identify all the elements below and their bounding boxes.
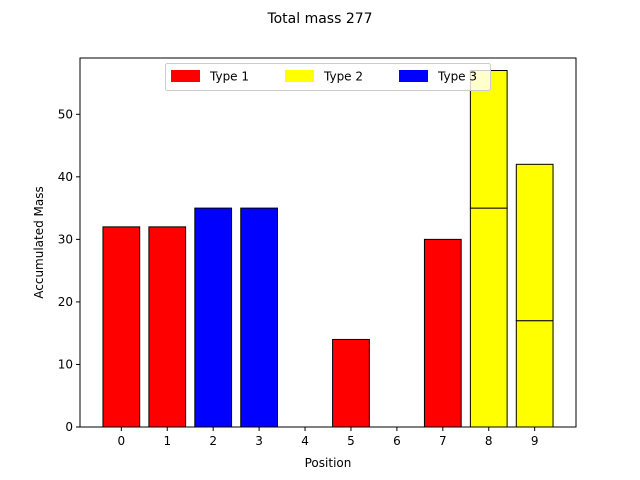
legend-label-type-3: Type 3 <box>437 70 477 84</box>
x-axis-ticks: 0 1 2 3 4 5 6 7 8 9 <box>118 427 539 448</box>
x-tick-label-6: 6 <box>393 434 401 448</box>
legend-swatch-type-3 <box>399 70 428 82</box>
bar-9-segment-1 <box>515 163 554 322</box>
legend-label-type-1: Type 1 <box>209 70 249 84</box>
x-tick-label-3: 3 <box>255 434 263 448</box>
bars-layer <box>102 70 554 428</box>
x-tick-label-1: 1 <box>163 434 171 448</box>
x-tick-label-5: 5 <box>347 434 355 448</box>
x-tick-label-8: 8 <box>485 434 493 448</box>
x-tick-label-9: 9 <box>531 434 539 448</box>
x-tick-label-7: 7 <box>439 434 447 448</box>
bar-2-segment-0 <box>194 207 233 428</box>
x-axis-label: Position <box>305 456 352 470</box>
bar-9-segment-0 <box>515 320 554 428</box>
x-tick-label-4: 4 <box>301 434 309 448</box>
legend: Type 1 Type 2 Type 3 <box>165 63 491 91</box>
y-axis-ticks: 0 10 20 30 40 50 <box>58 107 80 434</box>
bar-0-segment-0 <box>102 226 141 428</box>
y-axis-label: Accumulated Mass <box>32 186 46 299</box>
bar-8-segment-0 <box>469 207 508 428</box>
legend-swatch-type-1 <box>171 70 200 82</box>
legend-label-type-2: Type 2 <box>323 70 363 84</box>
y-tick-label-50: 50 <box>58 107 73 121</box>
y-tick-label-30: 30 <box>58 232 73 246</box>
y-tick-label-10: 10 <box>58 357 73 371</box>
x-tick-label-0: 0 <box>118 434 126 448</box>
y-tick-label-0: 0 <box>65 420 73 434</box>
x-tick-label-2: 2 <box>209 434 217 448</box>
plot-frame <box>79 57 577 428</box>
y-tick-label-20: 20 <box>58 295 73 309</box>
bar-1-segment-0 <box>148 226 187 428</box>
bar-5-segment-0 <box>332 338 370 428</box>
legend-swatch-type-2 <box>285 70 314 82</box>
bar-3-segment-0 <box>240 207 278 428</box>
chart-title: Total mass 277 <box>266 11 372 27</box>
bar-7-segment-0 <box>423 238 462 428</box>
y-tick-label-40: 40 <box>58 170 73 184</box>
bar-8-segment-1 <box>469 70 508 209</box>
